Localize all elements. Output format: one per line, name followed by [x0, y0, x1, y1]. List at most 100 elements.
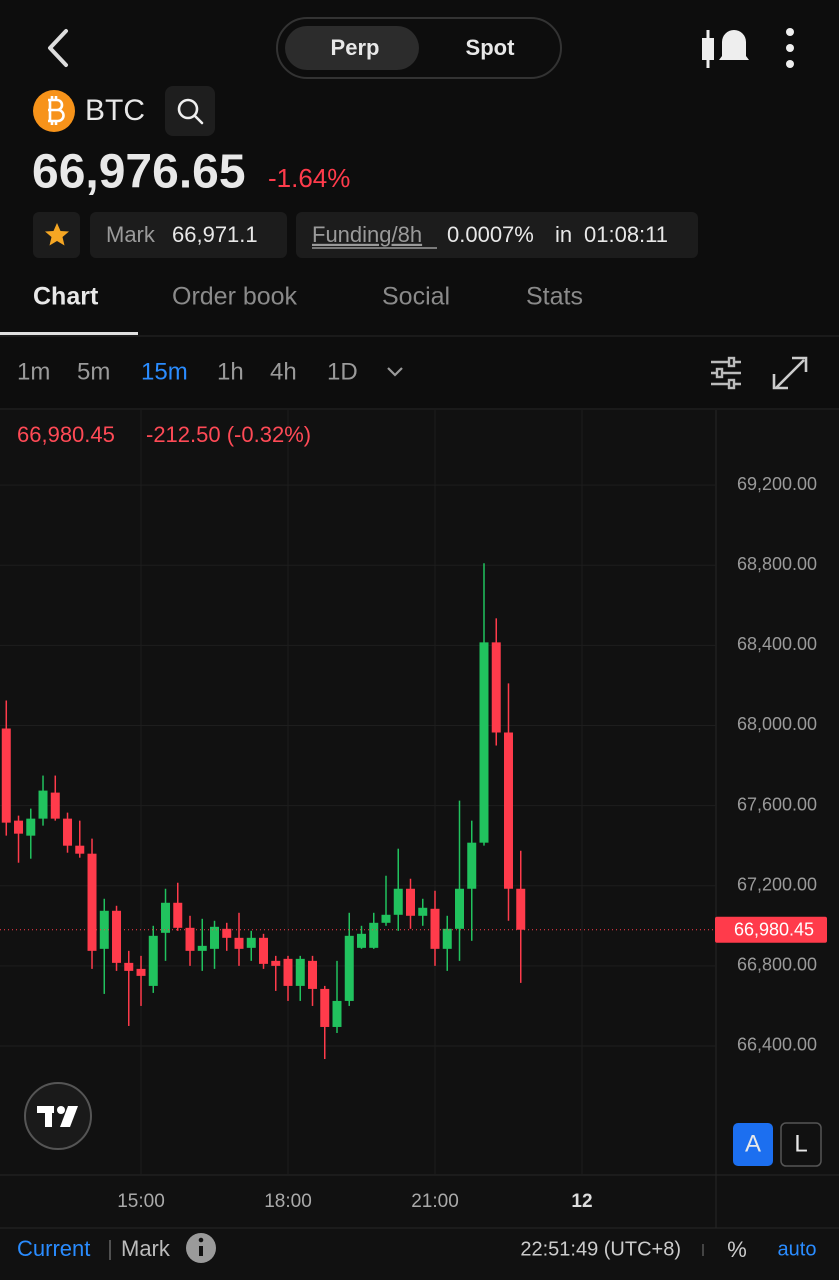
tradingview-logo[interactable] — [24, 1082, 92, 1150]
icon-candle — [702, 38, 714, 60]
candle-body — [442, 928, 452, 949]
interval[interactable]: 4h — [270, 358, 297, 385]
candle-body — [381, 914, 391, 923]
price-change: -1.64% — [268, 163, 350, 193]
logo-shape — [45, 1106, 52, 1127]
percent-toggle[interactable]: % — [727, 1237, 747, 1262]
funding-label[interactable]: Funding/8h — [312, 222, 422, 247]
interval-more[interactable] — [387, 367, 403, 377]
auto-scale-label[interactable]: A — [745, 1130, 761, 1157]
current-toggle[interactable]: Current — [17, 1236, 90, 1261]
candle-body — [50, 792, 60, 819]
candle-body — [112, 910, 122, 963]
ohlc-price: 66,980.45 — [17, 422, 115, 447]
mark-toggle[interactable]: Mark — [121, 1236, 171, 1261]
tab[interactable]: Order book — [172, 283, 298, 311]
alert-button[interactable] — [702, 30, 749, 68]
y-tick-label: 68,000.00 — [737, 714, 817, 734]
auto-toggle[interactable]: auto — [778, 1238, 817, 1260]
mark-value: 66,971.1 — [172, 222, 258, 247]
tab-underline — [0, 332, 138, 335]
candle-body — [63, 818, 73, 846]
dot — [786, 60, 794, 68]
candle-body — [516, 888, 526, 930]
candle-body — [222, 928, 232, 938]
symbol: BTC — [85, 94, 145, 127]
icon-knob — [715, 367, 724, 379]
tab-spot[interactable]: Spot — [466, 35, 516, 60]
tab-perp[interactable]: Perp — [331, 35, 380, 60]
candle-body — [87, 853, 97, 951]
last-price: 66,976.65 — [32, 146, 246, 199]
star-icon — [45, 223, 69, 246]
interval[interactable]: 1m — [17, 358, 50, 385]
candle-body — [197, 945, 207, 951]
candles — [0, 563, 716, 1060]
fullscreen-button[interactable] — [772, 356, 808, 390]
candle-body — [491, 642, 501, 733]
funding-in: in — [555, 222, 572, 247]
auto-scale-button[interactable] — [733, 1123, 773, 1166]
x-tick-label: 18:00 — [264, 1191, 312, 1212]
candle-body — [393, 888, 403, 915]
interval-selected[interactable]: 15m — [141, 358, 188, 385]
candle-body — [320, 988, 330, 1027]
candle-body — [357, 933, 367, 948]
last-price-badge — [715, 916, 827, 943]
tab[interactable]: Social — [382, 283, 450, 311]
tab[interactable]: Stats — [526, 283, 583, 311]
y-tick-label: 67,600.00 — [737, 794, 817, 814]
search-button[interactable] — [165, 86, 215, 136]
funding-countdown: 01:08:11 — [584, 222, 668, 247]
funding-value: 0.0007% — [447, 222, 534, 247]
icon-knob — [727, 356, 736, 368]
logo-shape — [60, 1106, 78, 1127]
candle-body — [283, 958, 293, 986]
last-price-label: 66,980.45 — [734, 919, 814, 939]
more-button[interactable] — [786, 28, 794, 68]
axis-labels: 66,400.00 66,800.00 67,200.00 67,600.00 68,0… — [117, 474, 827, 1212]
candle-body — [295, 958, 305, 986]
logo-shape — [57, 1106, 65, 1114]
candle-body — [503, 732, 513, 889]
log-scale-button[interactable] — [780, 1122, 822, 1167]
candle-body — [26, 818, 36, 836]
candle-body — [148, 935, 158, 986]
tab[interactable]: Chart — [33, 283, 99, 311]
info-glyph — [199, 1246, 203, 1256]
candle-body — [246, 937, 256, 948]
icon-bell — [719, 30, 749, 60]
log-scale-label[interactable]: L — [794, 1130, 807, 1157]
clock: 22:51:49 (UTC+8) — [520, 1238, 681, 1260]
candle-body — [1, 728, 11, 823]
candle-body — [418, 907, 428, 916]
candle-body — [332, 1000, 342, 1027]
y-tick-label: 69,200.00 — [737, 474, 817, 494]
y-tick-label: 67,200.00 — [737, 874, 817, 894]
search-icon — [193, 114, 204, 125]
ohlc-change: -212.50 (-0.32%) — [146, 422, 311, 447]
back-button[interactable] — [48, 29, 68, 67]
candle-body — [173, 902, 183, 928]
y-tick-label: 68,400.00 — [737, 634, 817, 654]
candle-body — [136, 968, 146, 976]
info-glyph — [198, 1237, 204, 1243]
candle-body — [124, 962, 134, 971]
candle-body — [406, 888, 416, 916]
mark-label: Mark — [106, 222, 156, 247]
candle-body — [185, 927, 195, 951]
icon-knob — [727, 378, 736, 390]
x-tick-label: 12 — [571, 1191, 592, 1212]
interval[interactable]: 1h — [217, 358, 244, 385]
y-tick-label: 68,800.00 — [737, 554, 817, 574]
indicator-button[interactable] — [711, 356, 741, 390]
interval[interactable]: 1D — [327, 358, 358, 385]
interval[interactable]: 5m — [77, 358, 110, 385]
dot — [786, 28, 794, 36]
candle-body — [479, 642, 489, 843]
mark-box — [90, 212, 287, 258]
candle-body — [210, 926, 220, 949]
btc-glyph — [48, 96, 65, 125]
candle-body — [38, 790, 48, 819]
